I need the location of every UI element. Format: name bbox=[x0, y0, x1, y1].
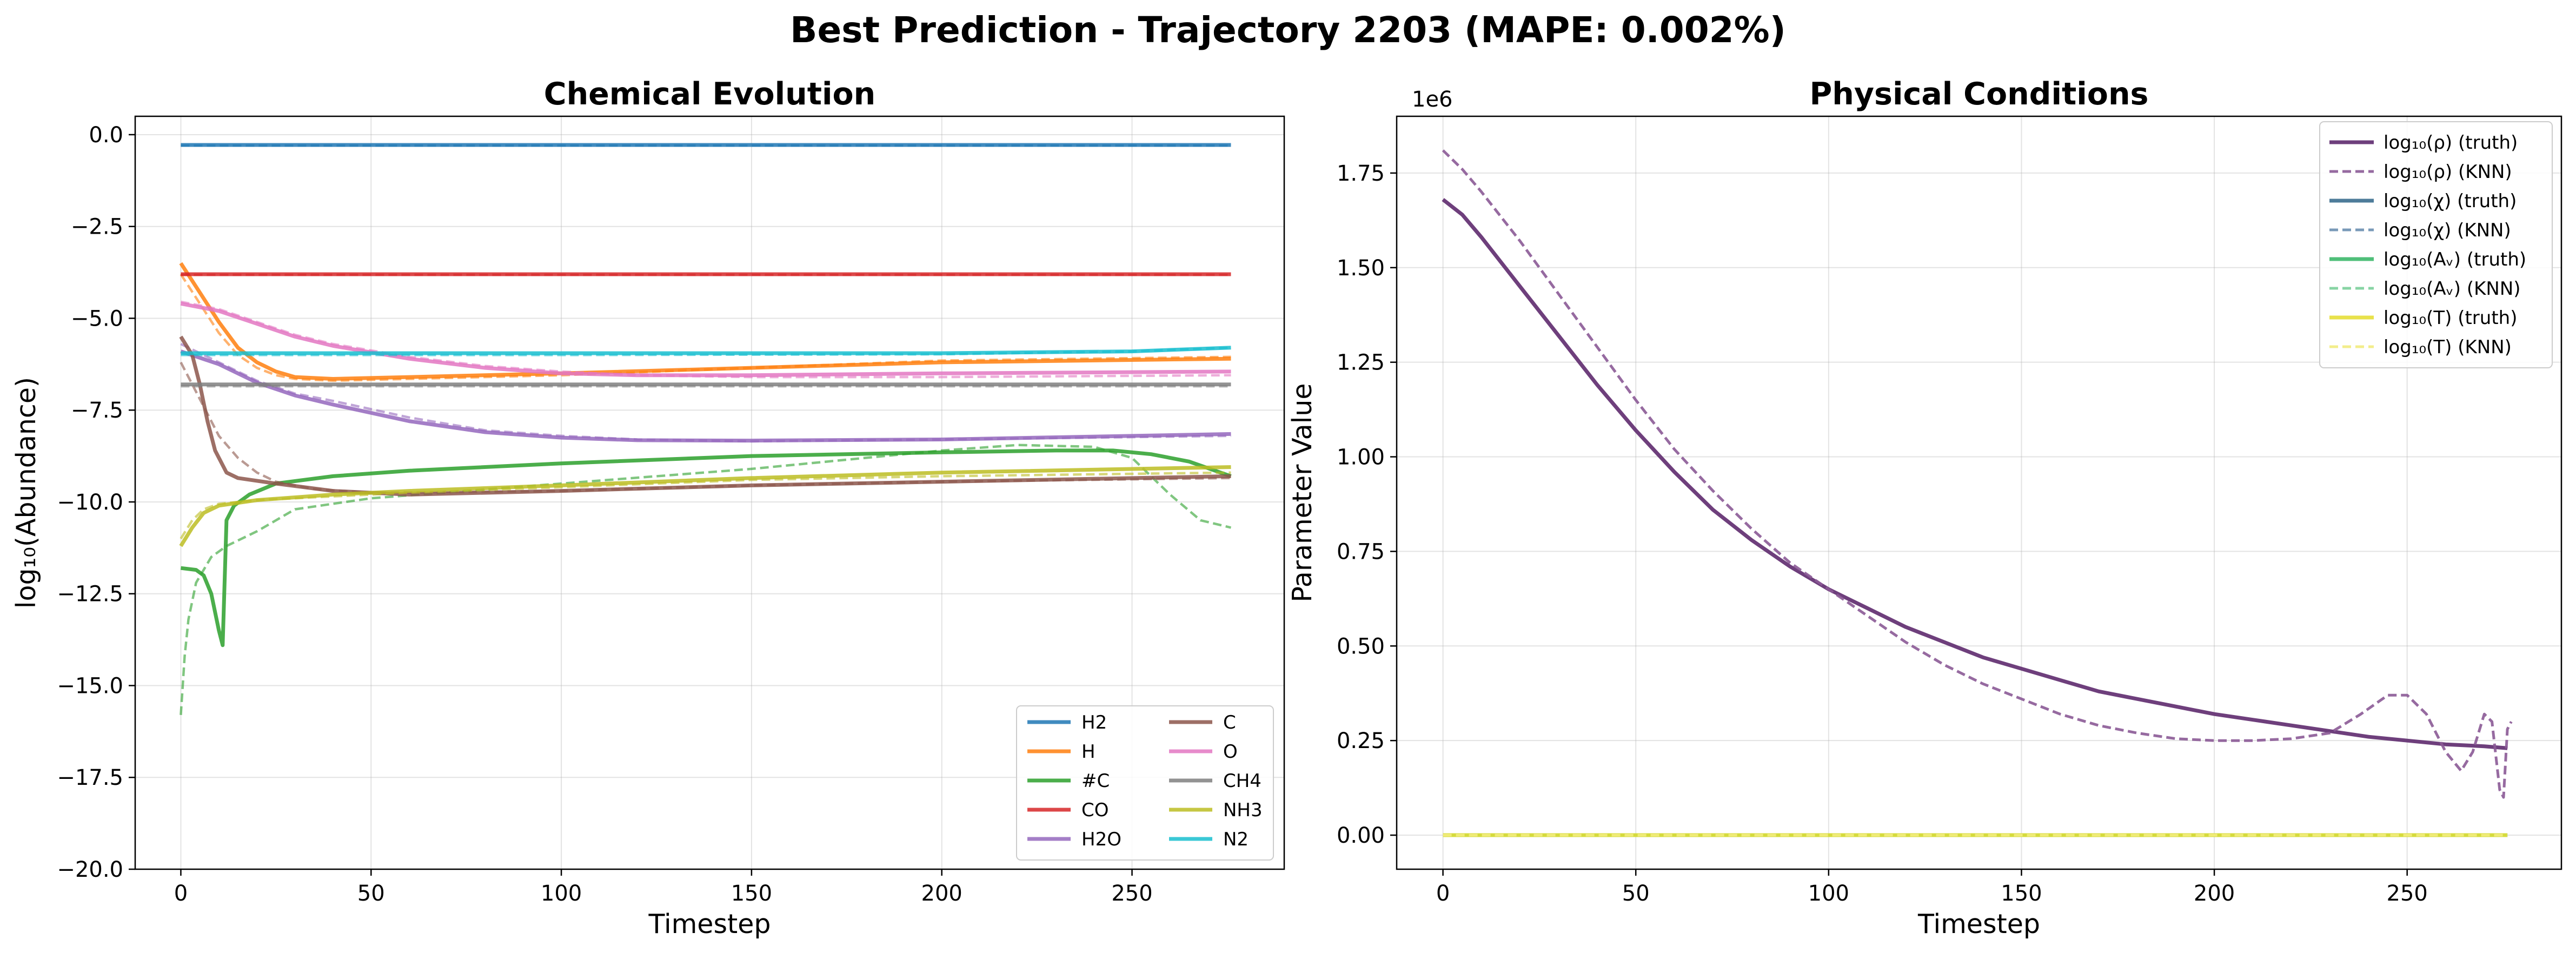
legend-label-c: #C bbox=[1081, 770, 1110, 792]
chart-title: Chemical Evolution bbox=[544, 76, 876, 112]
legend-label-log-knn: log₁₀(ρ) (KNN) bbox=[2384, 161, 2512, 183]
y-tick-label: 1.25 bbox=[1337, 350, 1385, 375]
legend-label-ch4: CH4 bbox=[1223, 770, 1262, 792]
x-tick-label: 250 bbox=[2387, 881, 2428, 906]
legend-label-nh3: NH3 bbox=[1223, 799, 1263, 821]
plot-area bbox=[179, 143, 1232, 715]
x-tick-label: 0 bbox=[174, 881, 188, 906]
legend-label-log-truth: log₁₀(ρ) (truth) bbox=[2384, 132, 2518, 154]
y-tick-label: −15.0 bbox=[57, 673, 123, 698]
y-tick-label: 0.0 bbox=[89, 123, 123, 148]
y-tick-label: −20.0 bbox=[57, 857, 123, 882]
plot-area bbox=[1442, 149, 2513, 837]
legend-box bbox=[2319, 121, 2553, 368]
series-n2-truth-line bbox=[181, 346, 1231, 355]
y-tick-label: 1.75 bbox=[1337, 161, 1385, 186]
series-h-truth-line bbox=[179, 262, 1231, 381]
x-axis-label: Timestep bbox=[1917, 909, 2040, 940]
x-tick-label: 0 bbox=[1436, 881, 1450, 906]
y-tick-label: −5.0 bbox=[71, 306, 123, 331]
x-axis-label: Timestep bbox=[648, 909, 771, 940]
axes-frame bbox=[134, 115, 1285, 870]
legend-label-h: H bbox=[1081, 741, 1096, 763]
y-tick-label: −17.5 bbox=[57, 765, 123, 790]
series-h-knn-line bbox=[180, 273, 1231, 382]
x-tick-label: 100 bbox=[541, 881, 582, 906]
legend-label-co: CO bbox=[1081, 799, 1109, 821]
legend-label-log-t-truth: log₁₀(T) (truth) bbox=[2384, 307, 2517, 329]
legend-label-o: O bbox=[1223, 741, 1238, 763]
legend-label-n2: N2 bbox=[1223, 829, 1249, 850]
x-tick-label: 50 bbox=[1622, 881, 1650, 906]
series-nh3-truth-line bbox=[179, 465, 1231, 547]
y-tick-label: 1.50 bbox=[1337, 256, 1385, 281]
y-tick-label: −10.0 bbox=[57, 490, 123, 515]
series-log-truth-line bbox=[1442, 198, 2508, 750]
y-tick-label: 1.00 bbox=[1337, 445, 1385, 470]
y-tick-label: 0.25 bbox=[1337, 729, 1385, 753]
x-tick-label: 150 bbox=[2001, 881, 2042, 906]
series-o-knn-line bbox=[180, 300, 1231, 379]
legend-label-c: C bbox=[1223, 712, 1236, 733]
y-tick-label: −12.5 bbox=[57, 582, 123, 607]
legend-label-h2: H2 bbox=[1081, 712, 1107, 733]
y-offset-text: 1e6 bbox=[1412, 87, 1453, 112]
legend-label-h2o: H2O bbox=[1081, 829, 1121, 850]
x-tick-label: 200 bbox=[921, 881, 962, 906]
series-nh3-knn-line bbox=[180, 471, 1231, 540]
legend-label-log-t-knn: log₁₀(T) (KNN) bbox=[2384, 336, 2512, 358]
series-h2o-truth-line bbox=[180, 349, 1231, 443]
series-c-knn-line bbox=[180, 361, 1231, 494]
legend-box bbox=[1016, 705, 1274, 861]
y-tick-label: 0.00 bbox=[1337, 823, 1385, 848]
chart-title: Physical Conditions bbox=[1810, 76, 2149, 112]
axes-frame bbox=[1396, 115, 2562, 870]
y-tick-label: 0.50 bbox=[1337, 634, 1385, 659]
legend-label-log-truth: log₁₀(χ) (truth) bbox=[2384, 190, 2517, 212]
x-tick-label: 150 bbox=[731, 881, 772, 906]
y-axis-label: Parameter Value bbox=[1287, 383, 1318, 602]
series-o-truth-line bbox=[180, 301, 1231, 378]
legend-label-log-knn: log₁₀(χ) (KNN) bbox=[2384, 220, 2511, 241]
legend-label-log-a-knn: log₁₀(Aᵥ) (KNN) bbox=[2384, 278, 2521, 300]
y-tick-label: −7.5 bbox=[71, 398, 123, 423]
y-tick-label: 0.75 bbox=[1337, 539, 1385, 564]
figure-title: Best Prediction - Trajectory 2203 (MAPE:… bbox=[790, 9, 1786, 51]
chemical-evolution-chart: 0 50 100 150 200 250 0.0 −2.5 −5.0 −7.5 −10.0 −12.5… bbox=[11, 76, 1285, 940]
series-c-truth-line bbox=[180, 448, 1232, 647]
x-tick-label: 200 bbox=[2194, 881, 2235, 906]
x-tick-label: 250 bbox=[1111, 881, 1152, 906]
physical-conditions-chart: 0 50 100 150 200 250 0.00 0.25 0.50 0.75 1.00 1.25 1… bbox=[1287, 76, 2562, 940]
legend-label-log-a-truth: log₁₀(Aᵥ) (truth) bbox=[2384, 249, 2526, 270]
series-c-truth-line bbox=[179, 335, 1231, 497]
series-log-knn-line bbox=[1442, 149, 2513, 799]
y-tick-label: −2.5 bbox=[71, 215, 123, 240]
y-axis-label: log₁₀(Abundance) bbox=[11, 377, 42, 609]
x-tick-label: 50 bbox=[357, 881, 385, 906]
x-tick-label: 100 bbox=[1808, 881, 1849, 906]
